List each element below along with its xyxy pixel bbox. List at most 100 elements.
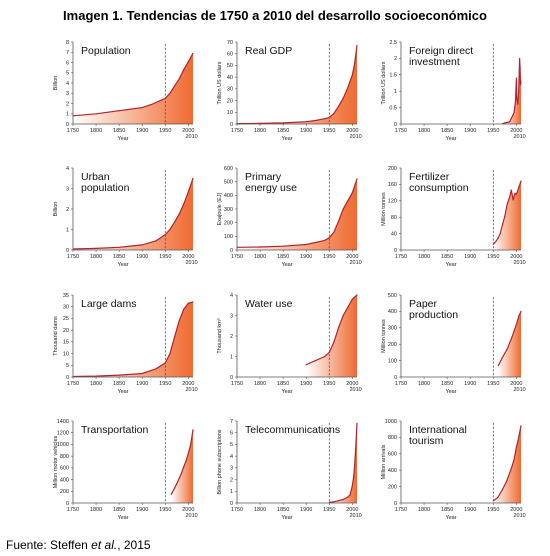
x-tick-label: 1750 [395,507,407,513]
x-tick-label: 1950 [487,381,499,387]
y-tick-label: 4 [230,454,233,460]
x-tick-label: 1900 [136,381,148,387]
area-fill [306,295,357,377]
x-tick-label: 1950 [487,254,499,260]
panel-title: production [409,309,458,321]
panel-title: Paper [409,298,438,310]
x-tick-label: 1950 [323,381,335,387]
x-axis-label: Year [445,136,456,142]
y-tick-label: 30 [63,305,69,311]
y-axis-label: Million motor vehicles [53,435,59,488]
x-tick-label: 1800 [254,381,266,387]
x-tick-label: 1750 [231,507,243,513]
x-end-label: 2010 [513,260,525,266]
y-axis-label: Billion [53,76,59,91]
panel-6: 0 40 80 120 160 200 1750 1800 1850 1900 1950 200020… [381,166,526,268]
y-tick-label: 200 [388,166,397,172]
source-suffix: , 2015 [117,538,151,552]
y-axis-label: Thousand dams [53,316,59,356]
panel-title: tourism [409,435,444,447]
x-tick-label: 1900 [464,254,476,260]
y-tick-label: 1 [230,489,233,495]
y-tick-label: 2 [230,334,233,340]
x-tick-label: 2000 [346,254,358,260]
panel-title: energy use [245,182,297,194]
panel-9: 0 100 200 300 400 500 1750 1800 1850 1900 1950 2000… [381,293,526,395]
x-tick-label: 1900 [300,381,312,387]
x-tick-label: 1800 [90,254,102,260]
y-tick-label: 0 [394,501,397,507]
y-tick-label: 100 [224,234,233,240]
y-axis-label: Trillion US dollars [217,61,223,104]
y-axis-label: Million tonnes [381,192,387,226]
panel-title: Real GDP [245,45,292,57]
x-tick-label: 1950 [159,381,171,387]
y-tick-label: 0 [230,122,233,128]
x-tick-label: 1950 [323,128,335,134]
x-tick-label: 1800 [90,507,102,513]
y-tick-label: 3 [230,466,233,472]
area-fill [73,302,193,377]
x-tick-label: 1950 [159,128,171,134]
x-axis-label: Year [117,515,128,521]
series-line [170,429,194,495]
x-tick-label: 1750 [395,128,407,134]
x-end-label: 2010 [349,513,361,519]
panel-2: 0 10 20 30 40 50 60 70 1750 1800 1850 1900 1950 20002… [217,40,362,142]
y-tick-label: 1 [230,354,233,360]
x-tick-label: 1800 [90,128,102,134]
y-tick-label: 400 [388,309,397,315]
panel-title: investment [409,56,460,68]
x-tick-label: 1750 [67,254,79,260]
x-tick-label: 2000 [182,128,194,134]
x-tick-label: 1850 [441,507,453,513]
x-tick-label: 1750 [231,381,243,387]
y-tick-label: 10 [63,351,69,357]
x-tick-label: 1750 [67,381,79,387]
y-tick-label: 2 [394,56,397,62]
y-tick-label: 0 [394,248,397,254]
y-tick-label: 300 [224,207,233,213]
panel-title: Telecommunications [245,424,340,436]
y-tick-label: 2.5 [389,40,397,46]
series-line [492,425,522,502]
y-tick-label: 3 [66,91,69,97]
y-axis-label: Million arrivals [381,444,387,479]
x-tick-label: 1900 [464,381,476,387]
x-tick-label: 1850 [277,381,289,387]
panel-title: Water use [245,298,293,310]
y-tick-label: 200 [60,489,69,495]
x-tick-label: 1950 [323,254,335,260]
y-tick-label: 1000 [385,419,397,425]
series-line [329,423,358,503]
panel-title: Large dams [81,298,136,310]
y-tick-label: 50 [227,63,233,69]
x-end-label: 2010 [349,387,361,393]
y-tick-label: 0 [230,248,233,254]
y-tick-label: 6 [230,431,233,437]
x-end-label: 2010 [349,134,361,140]
x-tick-label: 2000 [182,381,194,387]
x-tick-label: 1900 [136,254,148,260]
series-line [72,301,194,378]
x-axis-label: Year [281,515,292,521]
area-fill [171,429,193,503]
x-end-label: 2010 [185,513,197,519]
series-line [492,180,522,245]
panel-title: International [409,424,467,436]
x-axis-label: Year [445,515,456,521]
panel-10: 0 200 400 600 800 1000 1200 1400 1750 1800 1850 190… [53,419,198,521]
y-tick-label: 70 [227,40,233,46]
y-tick-label: 2 [66,207,69,213]
x-tick-label: 1850 [441,254,453,260]
y-tick-label: 1400 [57,419,69,425]
x-tick-label: 1900 [300,507,312,513]
x-tick-label: 1900 [136,128,148,134]
x-axis-label: Year [117,262,128,268]
panel-title: Transportation [81,424,148,436]
x-tick-label: 1900 [464,507,476,513]
panel-3: 0 0.5 1 1.5 2 2.5 1750 1800 1850 1900 1950 20002010… [381,40,526,142]
series-line [236,45,358,125]
area-fill [73,53,193,124]
